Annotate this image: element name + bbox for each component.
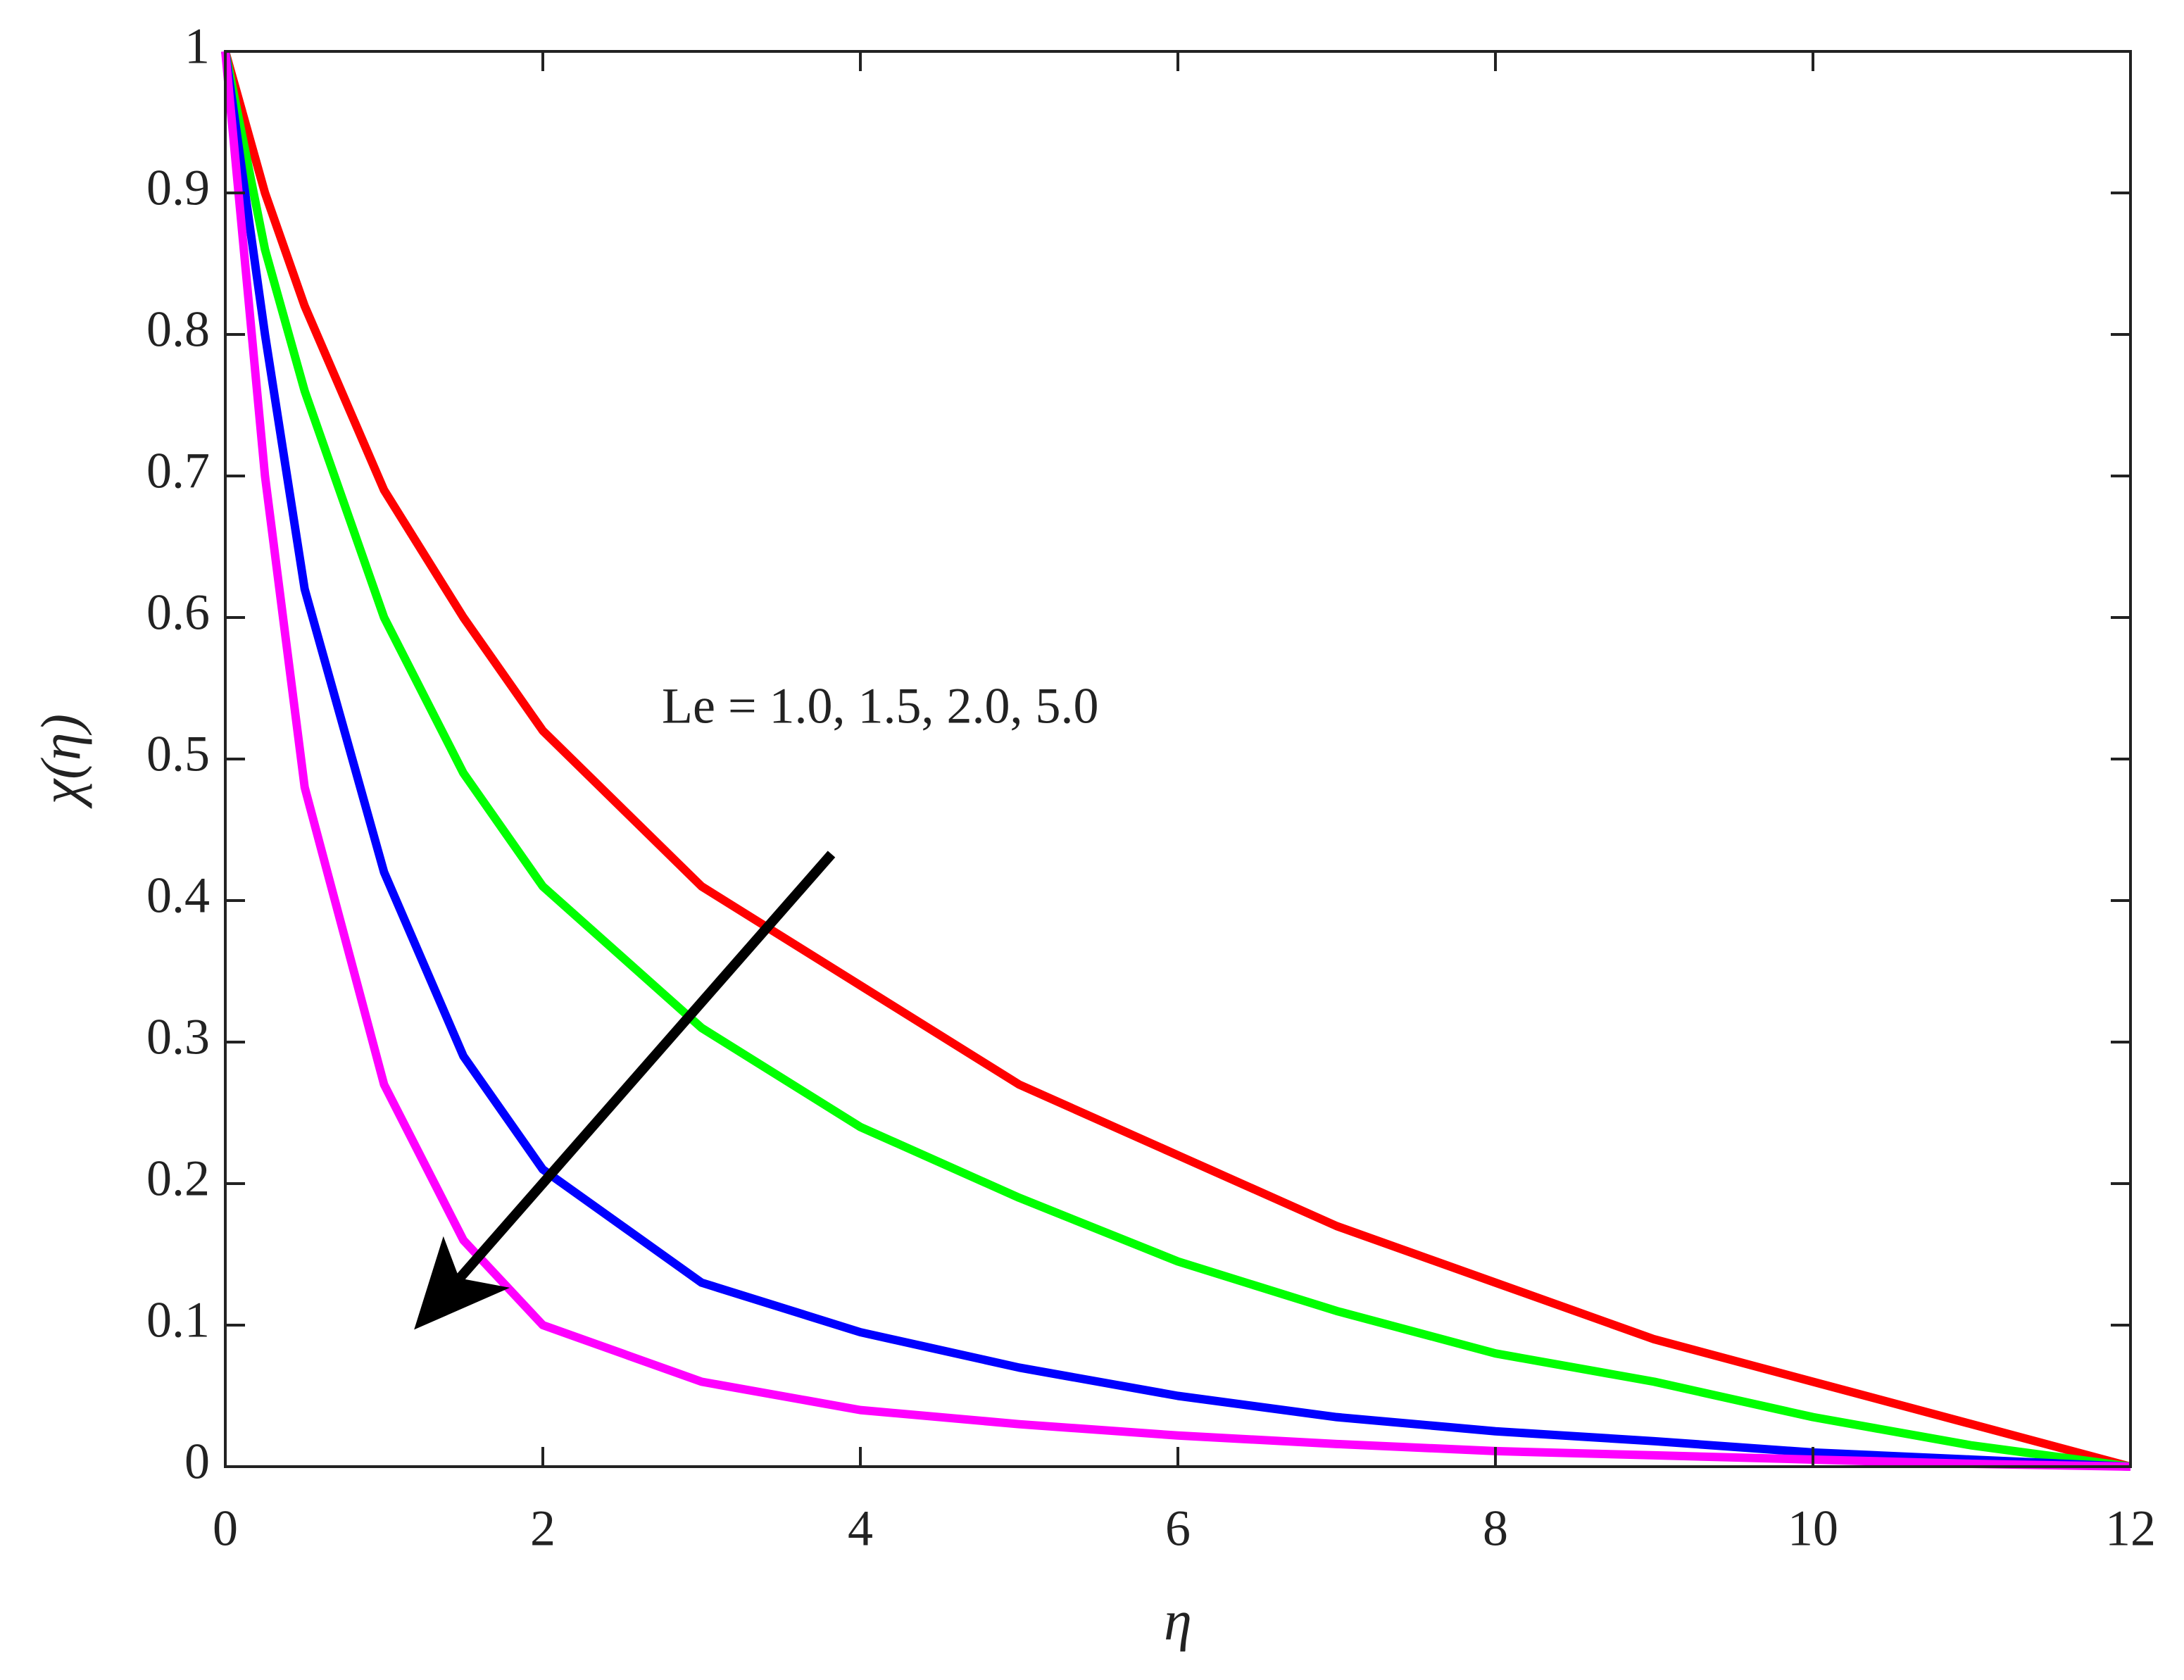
y-tick-label: 0.2 [146,1151,210,1207]
data-line [221,51,2131,1471]
data-line [221,50,2132,1471]
y-tick-label: 0.4 [146,867,210,924]
y-tick-label: 0.1 [146,1292,210,1348]
x-tick-label: 12 [2105,1500,2156,1557]
y-tick-label: 0.8 [146,301,210,358]
x-tick-label: 4 [848,1500,873,1557]
data-line [221,51,2131,1471]
x-axis-label: η [1164,1590,1192,1652]
y-tick-label: 0.5 [146,726,210,782]
x-tick-label: 10 [1788,1500,1838,1557]
x-tick-label: 2 [530,1500,556,1557]
x-tick-label: 8 [1483,1500,1508,1557]
y-tick-label: 0.3 [146,1009,210,1065]
x-tick-label: 6 [1165,1500,1191,1557]
y-tick-label: 0.7 [146,443,210,499]
annotation-arrowhead [414,1236,510,1330]
y-axis-label: χ(η) [30,714,92,809]
y-tick-label: 1 [184,18,210,75]
y-tick-label: 0.6 [146,584,210,641]
data-line [221,50,2131,1471]
y-tick-label: 0.9 [146,160,210,216]
annotation: Le = 1.0, 1.5, 2.0, 5.0 [662,678,1099,734]
y-tick-label: 0 [184,1434,210,1490]
x-tick-label: 0 [213,1500,238,1557]
annotation-arrow [446,851,836,1292]
